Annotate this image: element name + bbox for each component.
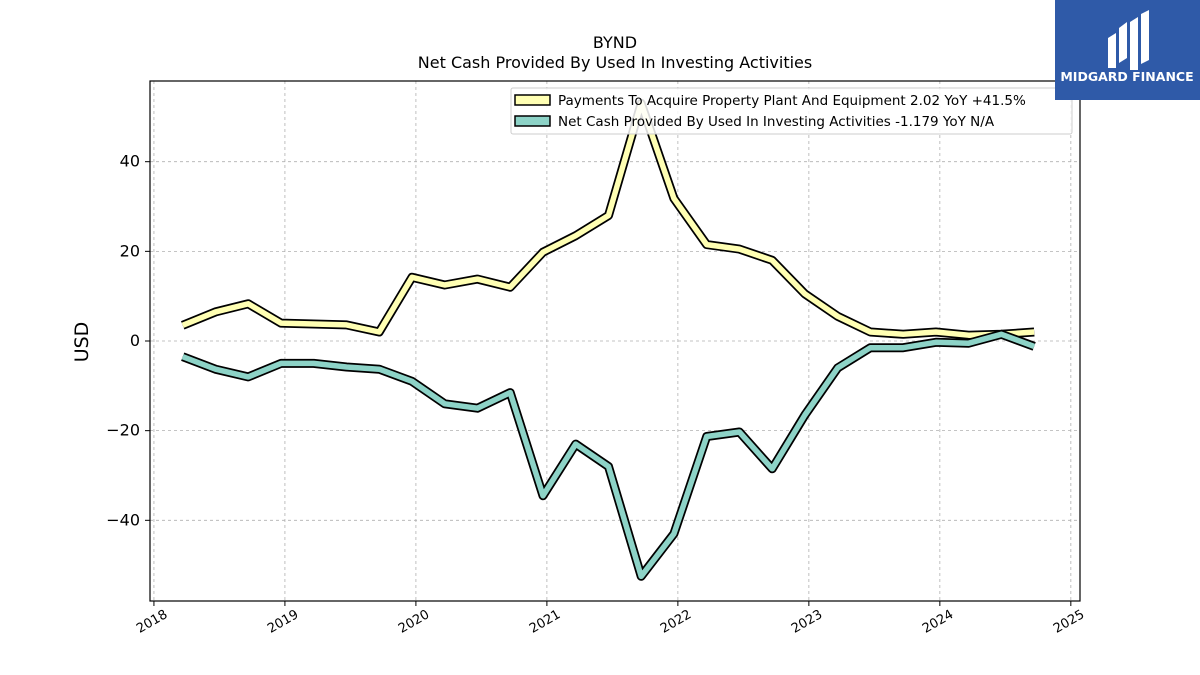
- x-tick-label: 2021: [527, 607, 563, 637]
- y-axis-label: USD: [71, 322, 93, 363]
- logo-mark-icon: [1108, 10, 1149, 70]
- logo-brand-text: MIDGARD FINANCE: [1060, 69, 1193, 84]
- y-tick-label: 40: [120, 152, 140, 171]
- legend-box: [510, 87, 1073, 135]
- legend-label-net-cash: Net Cash Provided By Used In Investing A…: [558, 114, 995, 130]
- chart-title: BYND: [593, 33, 637, 52]
- y-tick-label: −40: [106, 510, 140, 529]
- series-line-net-cash: [181, 331, 1036, 580]
- x-tick-label: 2022: [658, 607, 694, 637]
- x-tick-label: 2019: [265, 607, 301, 637]
- y-tick-label: −20: [106, 421, 140, 440]
- y-tick-label: 20: [120, 241, 140, 260]
- y-tick-label: 0: [130, 331, 140, 350]
- x-axis: 2018 2019 2020 2021 2022 2023 2024 2025: [134, 601, 1087, 637]
- x-tick-label: 2024: [920, 607, 956, 637]
- logo-background: [1055, 0, 1200, 100]
- legend-swatch-payments: [514, 94, 551, 106]
- series-line-payments: [181, 100, 1035, 338]
- y-axis: −40 −20 0 20 40: [106, 152, 150, 529]
- brand-logo: MIDGARD FINANCE: [1055, 0, 1200, 100]
- x-tick-label: 2018: [134, 607, 170, 637]
- x-tick-label: 2020: [396, 607, 432, 637]
- legend-label-payments: Payments To Acquire Property Plant And E…: [558, 93, 1026, 109]
- legend-swatch-net-cash: [514, 115, 551, 127]
- series-group: [180, 98, 1036, 581]
- legend: Payments To Acquire Property Plant And E…: [510, 87, 1073, 135]
- x-tick-label: 2025: [1051, 607, 1087, 637]
- x-tick-label: 2023: [789, 607, 825, 637]
- chart-subtitle: Net Cash Provided By Used In Investing A…: [418, 53, 812, 72]
